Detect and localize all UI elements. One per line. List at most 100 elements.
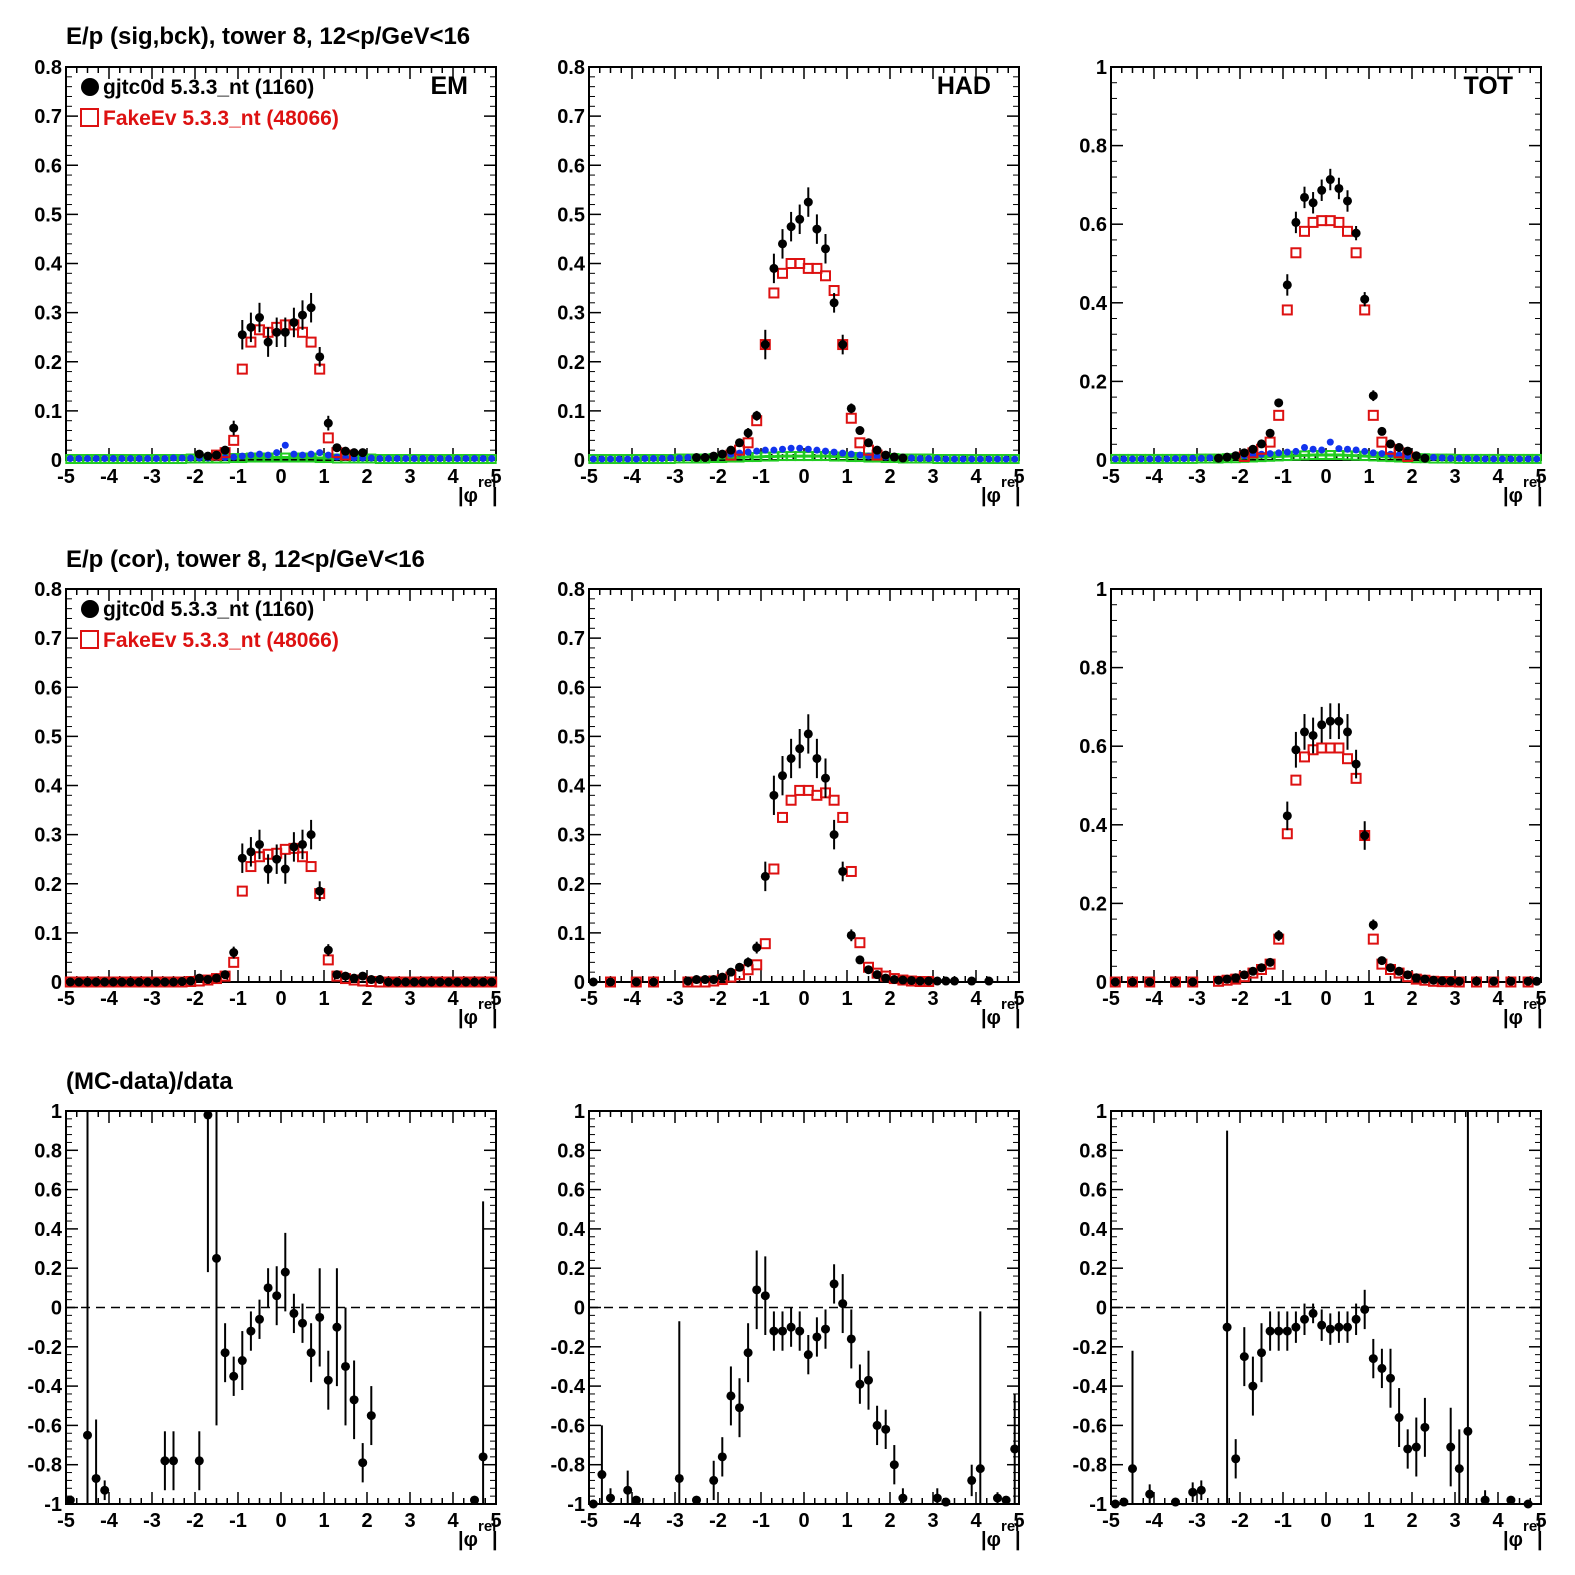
data-point — [1411, 451, 1421, 461]
data-point — [812, 1332, 822, 1342]
data-point — [306, 303, 316, 313]
data-point — [692, 975, 701, 985]
y-tick-label: 1 — [1096, 57, 1107, 79]
data-point — [1231, 1454, 1241, 1464]
data-point — [1196, 1485, 1206, 1495]
bck-data-point — [1120, 455, 1128, 463]
data-point — [315, 1312, 325, 1322]
bck-data-point — [445, 455, 453, 463]
x-tick-label: -1 — [1274, 988, 1292, 1010]
x-axis-title-bar: | — [492, 1007, 498, 1029]
bck-data-point — [1318, 446, 1326, 454]
data-point — [674, 1473, 684, 1483]
data-point — [1239, 1352, 1249, 1362]
bck-data-point — [641, 455, 649, 463]
bck-data-point — [247, 451, 255, 459]
data-point — [649, 977, 658, 987]
data-point — [487, 977, 497, 987]
data-point — [272, 1291, 282, 1301]
legend-marker-mc — [80, 630, 99, 649]
y-tick-label: 0.4 — [557, 776, 586, 798]
panel-cor-em: -5 -4 -3 -2 -1 0 1 2 3 4 5 0 0.1 0.2 0.3 0.4 0.5 0.6 0.7 0.… — [34, 579, 501, 1029]
x-tick-label: 2 — [361, 1510, 372, 1532]
bck-data-point — [66, 455, 74, 463]
data-point — [272, 854, 282, 864]
x-tick-label: 3 — [927, 988, 938, 1010]
x-axis-title-bar: | — [492, 485, 498, 507]
data-point — [1110, 1499, 1120, 1509]
bck-data-point — [135, 455, 143, 463]
y-tick-label: 0 — [1096, 1298, 1107, 1320]
bck-data-point — [1447, 454, 1455, 462]
mc-point — [759, 938, 771, 950]
mc-point — [1273, 409, 1285, 421]
x-tick-label: -4 — [100, 988, 119, 1010]
y-tick-label: 0.7 — [557, 106, 585, 128]
bck-data-point — [127, 455, 134, 463]
data-point — [864, 438, 873, 448]
x-tick-label: 5 — [1535, 1510, 1546, 1532]
data-point — [444, 977, 454, 987]
data-point — [1351, 228, 1361, 238]
mc-point — [785, 794, 797, 806]
bck-data-point — [942, 455, 950, 463]
data-point — [126, 977, 135, 987]
data-point — [889, 452, 899, 462]
data-point — [588, 977, 598, 987]
x-axis-title: |φ — [458, 485, 478, 507]
data-point — [298, 839, 307, 849]
bck-data-point — [428, 455, 435, 463]
x-tick-label: -3 — [1188, 1510, 1206, 1532]
y-tick-label: 0.2 — [34, 1258, 62, 1280]
x-tick-label: 4 — [970, 1510, 982, 1532]
x-tick-label: -1 — [1274, 1510, 1292, 1532]
data-point — [803, 197, 813, 207]
y-tick-label: 0.1 — [34, 401, 62, 423]
data-point — [597, 1470, 607, 1480]
y-tick-label: 0.4 — [1079, 815, 1108, 837]
data-point — [838, 340, 848, 350]
data-point — [246, 322, 256, 332]
x-tick-label: 5 — [1013, 1510, 1024, 1532]
data-point — [735, 962, 744, 972]
data-point — [229, 1371, 239, 1381]
data-point — [752, 1285, 762, 1295]
data-point — [169, 977, 178, 987]
data-point — [1368, 920, 1378, 930]
bck-data-point — [1266, 450, 1274, 458]
bck-data-point — [1189, 454, 1197, 462]
data-point — [263, 1283, 273, 1293]
y-tick-label: -0.6 — [28, 1415, 62, 1437]
bck-data-point — [479, 455, 487, 463]
data-point — [1343, 727, 1352, 737]
data-point — [898, 1493, 908, 1503]
data-point — [1248, 444, 1258, 454]
bck-data-point — [1206, 454, 1214, 462]
bck-data-point — [650, 455, 657, 463]
bck-data-point — [744, 448, 752, 456]
data-point — [1110, 977, 1120, 987]
x-tick-label: 5 — [490, 466, 501, 488]
x-tick-label: -5 — [57, 988, 75, 1010]
data-point — [229, 948, 239, 958]
mc-point — [305, 861, 317, 873]
x-tick-label: -1 — [752, 988, 770, 1010]
bck-data-point — [281, 441, 289, 449]
data-point — [1171, 1497, 1180, 1507]
mc-point — [1359, 304, 1371, 316]
data-point — [692, 1495, 701, 1505]
data-point — [1317, 185, 1327, 195]
series-mc — [605, 784, 935, 988]
y-tick-label: 0.7 — [557, 628, 585, 650]
data-point — [760, 871, 770, 881]
bck-data-point — [933, 455, 941, 463]
data-point — [263, 864, 273, 874]
panel-ratio-had: -5 -4 -3 -2 -1 0 1 2 3 4 5 -1 -0.8 -0.6 -0.4 -0.2 0 0.2 0.… — [551, 1101, 1025, 1551]
data-point — [349, 1395, 359, 1405]
y-tick-label: 0 — [574, 450, 585, 472]
x-tick-label: -3 — [143, 1510, 161, 1532]
x-tick-label: 1 — [841, 1510, 852, 1532]
data-point — [1360, 1304, 1370, 1314]
data-point — [1386, 439, 1395, 449]
